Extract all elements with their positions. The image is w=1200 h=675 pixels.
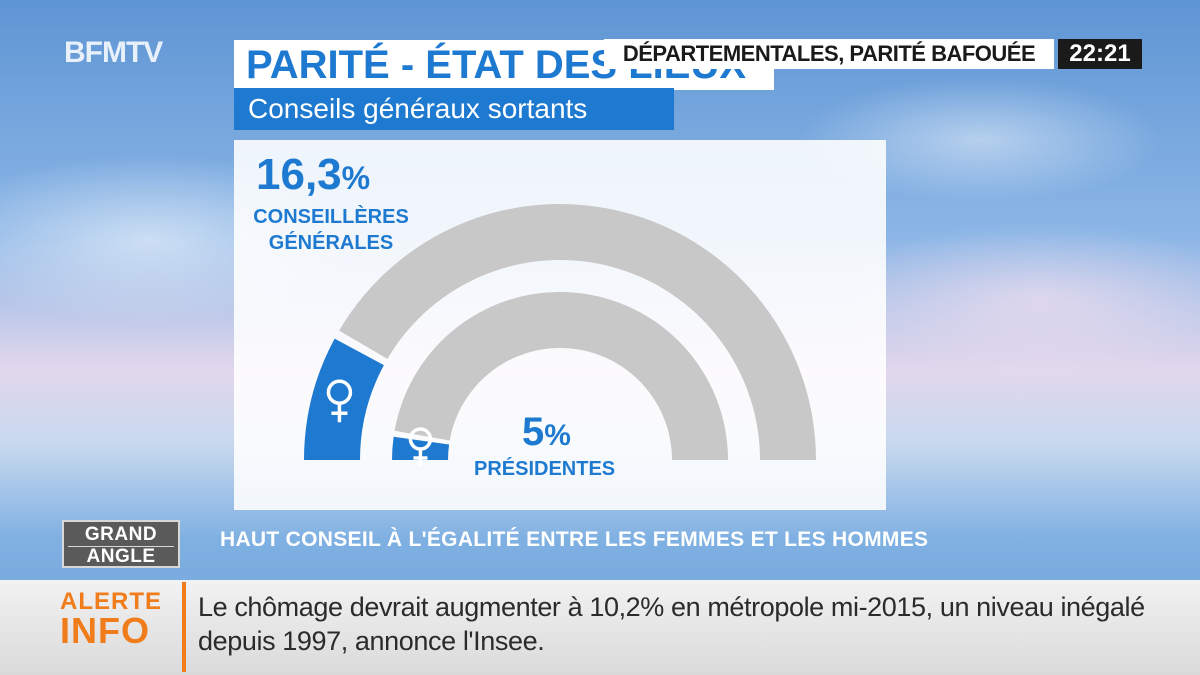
- outer-remainder-arc: [339, 204, 816, 460]
- inner-remainder-arc: [394, 291, 728, 460]
- outer-series-label: CONSEILLÈRES GÉNÉRALES: [242, 204, 420, 256]
- outer-series-line2: GÉNÉRALES: [268, 232, 394, 254]
- outer-unit: %: [341, 160, 371, 196]
- headline-ticker: DÉPARTEMENTALES, PARITÉ BAFOUÉE: [604, 39, 1054, 69]
- program-line1: GRAND: [84, 524, 158, 545]
- outer-value: 16,3: [256, 150, 342, 199]
- inner-value-label: 5%: [522, 410, 571, 455]
- program-line2: ANGLE: [68, 546, 174, 567]
- subtitle-bar: [234, 88, 674, 130]
- female-symbol-icon: [326, 379, 353, 423]
- inner-series-label: PRÉSIDENTES: [474, 458, 616, 480]
- alert-label-line1: ALERTE: [60, 588, 162, 615]
- clock: 22:21: [1058, 39, 1142, 69]
- inner-unit: %: [544, 419, 571, 452]
- alert-label-line2: INFO: [60, 610, 150, 651]
- outer-share-arc: [304, 338, 384, 460]
- channel-logo: BFMTV: [64, 36, 163, 69]
- alert-text: Le chômage devrait augmenter à 10,2% en …: [198, 592, 1145, 656]
- alert-band: [0, 580, 1200, 675]
- alert-badge: [54, 582, 186, 672]
- program-badge: GRAND ANGLE: [62, 520, 180, 568]
- source-caption: HAUT CONSEIL À L'ÉGALITÉ ENTRE LES FEMME…: [220, 528, 929, 551]
- outer-series-line1: CONSEILLÈRES: [253, 206, 409, 228]
- inner-value: 5: [522, 410, 545, 454]
- female-symbol-icon: [408, 427, 433, 467]
- page-subtitle: Conseils généraux sortants: [248, 93, 588, 124]
- outer-value-label: 16,3%: [256, 150, 370, 200]
